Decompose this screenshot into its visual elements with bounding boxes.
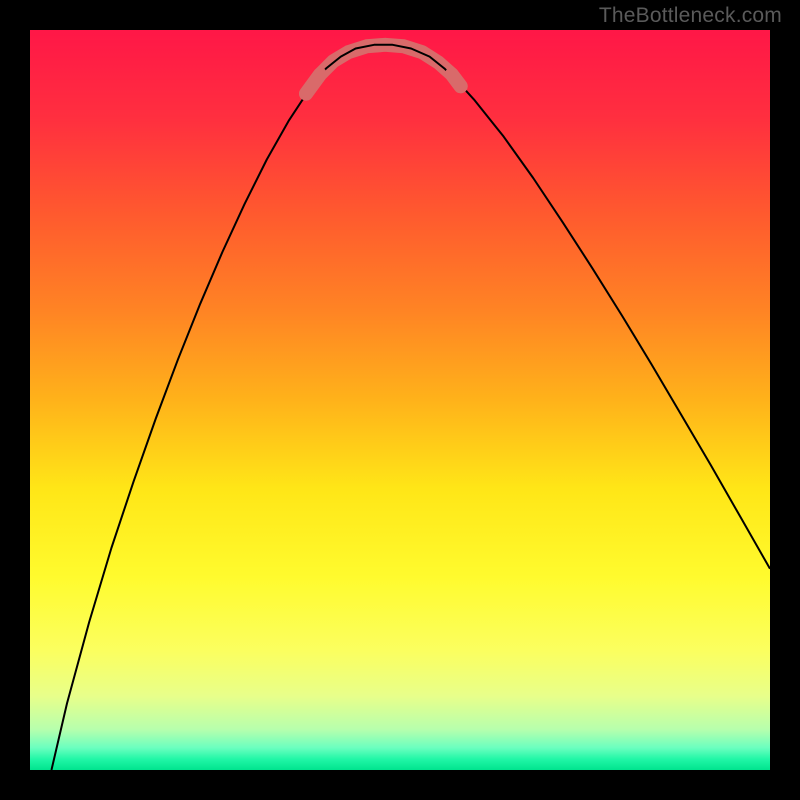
watermark-text: TheBottleneck.com <box>599 4 782 28</box>
highlight-cap <box>452 74 461 86</box>
bottleneck-chart <box>30 30 770 770</box>
chart-background <box>30 30 770 770</box>
chart-svg <box>30 30 770 770</box>
